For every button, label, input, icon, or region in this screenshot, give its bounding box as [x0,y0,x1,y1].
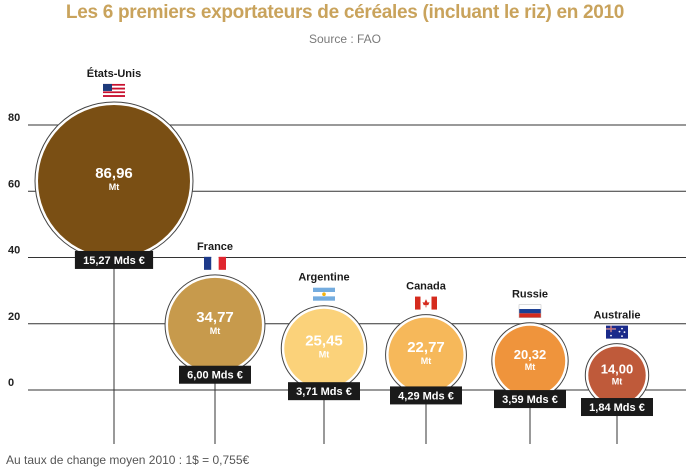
money-label-box [288,382,360,401]
flag-part [415,296,421,310]
value-label: 20,32 [514,347,547,362]
france-flag-icon [204,256,226,270]
value-label: 14,00 [601,361,634,376]
flag-part [103,95,125,97]
unit-label: Mt [612,376,623,386]
unit-label: Mt [421,356,432,366]
argentina-flag-icon [313,287,335,301]
flag-part [313,296,335,301]
country-name: Argentine [298,272,349,284]
flag-part [103,87,125,90]
y-tick-label: 60 [8,178,20,190]
country-name: France [197,241,233,253]
flag-part [431,296,437,310]
money-label: 15,27 Mds € [83,255,145,267]
exchange-rate-footnote: Au taux de change moyen 2010 : 1$ = 0,75… [6,453,250,467]
money-label-box [494,390,566,409]
bubble-russie [494,325,566,397]
value-label: 86,96 [95,165,133,182]
value-label: 25,45 [305,332,343,349]
money-label: 3,71 Mds € [296,386,352,398]
money-label: 1,84 Mds € [589,402,645,414]
country-name: Russie [512,289,548,301]
flag-star [618,330,621,333]
flag-part [313,287,335,293]
flag-part [519,313,541,318]
flag-part [103,91,125,94]
value-label: 34,77 [196,309,234,326]
flag-part [103,83,112,91]
flag-star [610,334,612,337]
money-label-box [74,250,154,269]
flag-border [518,304,542,318]
flag-star [623,331,626,334]
usa-flag-icon [103,83,125,97]
country-name: Canada [406,281,447,293]
money-label-box [581,398,653,417]
flag-part [103,89,125,92]
country-name: États-Unis [87,67,141,80]
y-tick-label: 20 [8,311,20,323]
chart-title: Les 6 premiers exportateurs de céréales … [65,2,625,23]
unit-label: Mt [525,362,536,372]
flag-part [211,256,219,270]
bubble-argentine [284,308,364,389]
flag-part [519,304,541,310]
flag-part [610,325,612,333]
y-tick-label: 40 [8,245,20,257]
unit-label: Mt [210,326,221,336]
chart-source: Source : FAO [308,32,382,46]
flag-star [621,335,623,338]
y-tick-label: 80 [8,112,20,124]
money-label: 4,29 Mds € [398,390,454,402]
country-name: Australie [593,310,640,322]
money-label-box [390,386,462,405]
australia-flag-icon [606,325,628,339]
bubble-etats-unis [38,104,190,257]
money-label-box [179,365,251,384]
flag-part [218,256,226,270]
bubble-france [168,277,262,372]
value-label: 22,77 [407,339,445,356]
flag-part [204,256,212,270]
flag-part [103,93,125,96]
flag-part [103,85,125,88]
unit-label: Mt [109,182,120,192]
flag-star [621,327,623,330]
y-tick-label: 0 [8,377,14,389]
flag-part [103,83,125,86]
flag-part [519,309,541,314]
money-label: 3,59 Mds € [502,394,558,406]
russia-flag-icon [518,304,542,318]
unit-label: Mt [319,349,330,359]
flag-maple-leaf [422,299,430,308]
canada-flag-icon [415,296,437,310]
bubble-australie [588,346,646,405]
flag-sun [322,292,326,296]
money-label: 6,00 Mds € [187,370,243,382]
bubble-canada [388,317,464,393]
